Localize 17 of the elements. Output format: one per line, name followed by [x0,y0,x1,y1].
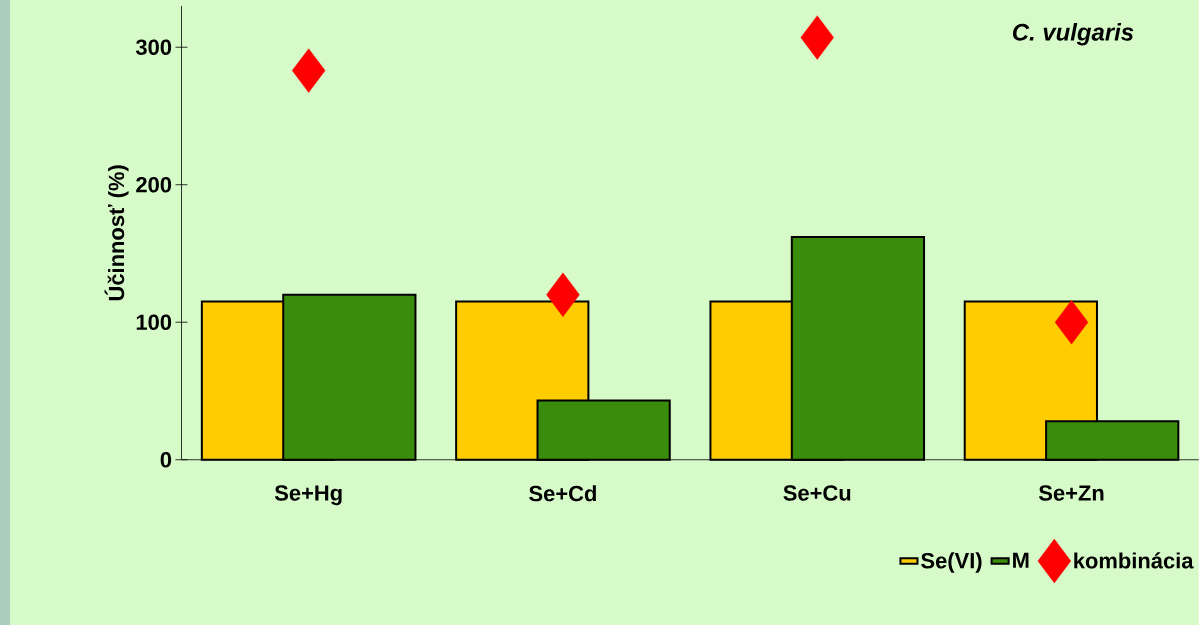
x-tick-label: Se+Zn [1038,485,1104,501]
y-tick-label: 200 [136,176,172,193]
point [292,48,326,93]
legend-label: kombinácia [1074,552,1194,569]
y-axis-title: Účinnosť (%) [104,165,129,301]
y-tick-label: 0 [160,451,172,468]
x-tick-label: Se+Hg [274,485,342,506]
x-tick-label: Se+Cd [529,485,596,502]
text: C. vulgaris [1012,22,1134,46]
legend-label: Se(VI) [921,552,982,573]
y-tick-label: 300 [135,39,172,55]
point [1054,299,1089,345]
y-tick-label: 100 [136,314,172,330]
x-tick-label: Se+Cu [783,485,851,501]
legend-label: M [1013,552,1029,568]
point [546,272,580,317]
point [800,15,834,60]
